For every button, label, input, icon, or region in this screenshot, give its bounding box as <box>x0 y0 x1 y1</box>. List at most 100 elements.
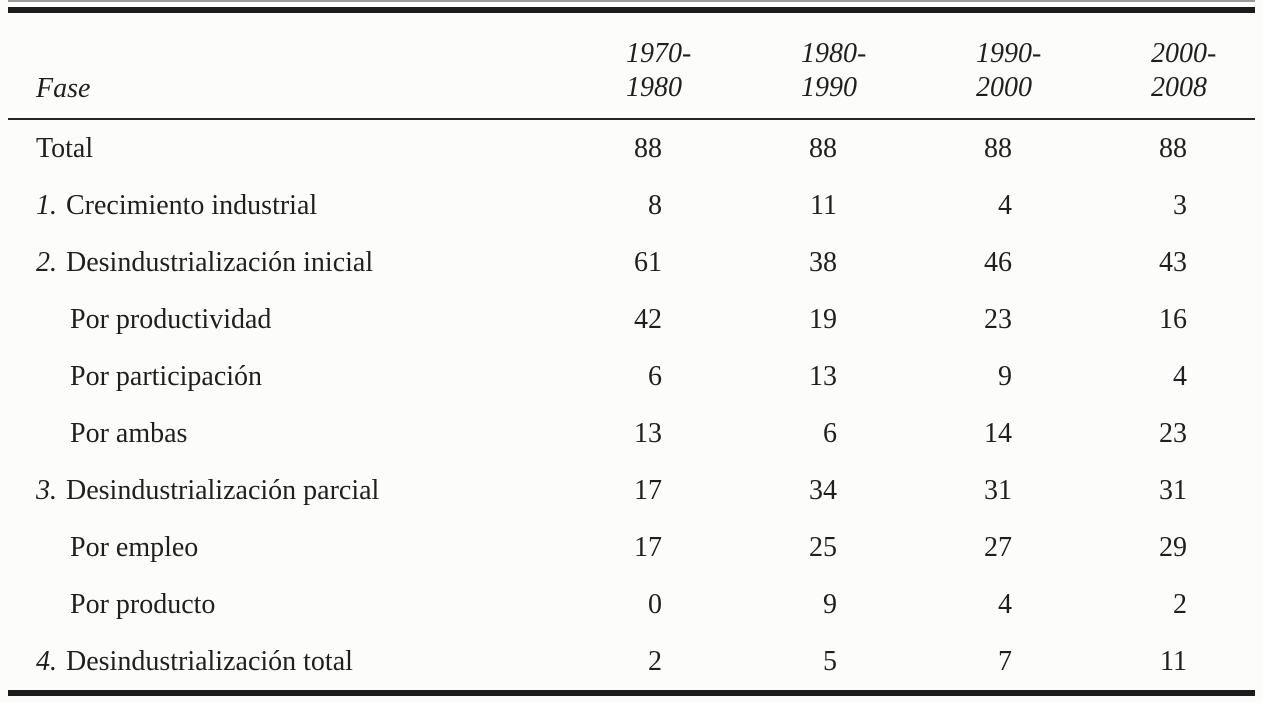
period-line2: 1990 <box>801 72 857 103</box>
value-cell: 23 <box>837 304 1012 336</box>
period-header-text: 1990- 2000 <box>976 37 1041 105</box>
cell-value: 5 <box>823 645 837 677</box>
cell-value: 23 <box>984 303 1012 335</box>
table-row: 4. Desindustrialización total 2 5 7 11 <box>8 633 1255 690</box>
row-label-cell: Total <box>8 133 487 165</box>
row-label-cell: Por empleo <box>8 532 487 564</box>
value-cell: 6 <box>487 361 662 393</box>
fase-column-header: Fase <box>36 73 91 104</box>
cell-value: 3 <box>1173 189 1187 221</box>
value-cell: 11 <box>662 190 837 222</box>
cell-value: 16 <box>1159 303 1187 335</box>
period-header-cell: 1980- 1990 <box>662 37 867 105</box>
table-row: Por productividad 42 19 23 16 <box>8 291 1255 348</box>
row-label: Por ambas <box>70 417 188 449</box>
row-label-cell: 2. Desindustrialización inicial <box>8 247 487 279</box>
cell-value: 88 <box>634 132 662 164</box>
period-line2: 2008 <box>1151 72 1207 103</box>
cell-value: 31 <box>1159 474 1187 506</box>
table-row: 2. Desindustrialización inicial 61 38 46 43 <box>8 234 1255 291</box>
value-cell: 31 <box>1012 475 1187 507</box>
cell-value: 88 <box>984 132 1012 164</box>
row-number: 4. <box>36 645 57 677</box>
period-header-cell: 1970- 1980 <box>487 37 691 105</box>
row-label-cell: 1. Crecimiento industrial <box>8 190 487 222</box>
cell-value: 88 <box>1159 132 1187 164</box>
cell-value: 11 <box>1160 645 1187 677</box>
cell-value: 61 <box>634 246 662 278</box>
table-row: Por participación 6 13 9 4 <box>8 348 1255 405</box>
cell-value: 13 <box>809 360 837 392</box>
row-label-cell: Por participación <box>8 361 487 393</box>
cell-value: 13 <box>634 417 662 449</box>
cell-value: 6 <box>648 360 662 392</box>
value-cell: 4 <box>1012 361 1187 393</box>
period-header-cell: 1990- 2000 <box>837 37 1041 105</box>
cell-value: 7 <box>998 645 1012 677</box>
period-line1: 2000- <box>1151 38 1217 69</box>
cell-value: 43 <box>1159 246 1187 278</box>
cell-value: 6 <box>823 417 837 449</box>
row-label: Por productividad <box>70 303 272 335</box>
row-number: 2. <box>36 246 57 278</box>
cell-value: 4 <box>998 189 1012 221</box>
cell-value: 8 <box>648 189 662 221</box>
value-cell: 0 <box>487 589 662 621</box>
row-label: Por empleo <box>70 531 199 563</box>
cell-value: 17 <box>634 474 662 506</box>
row-label: Desindustrialización inicial <box>66 246 374 278</box>
table-bottom-rule <box>8 690 1255 696</box>
value-cell: 42 <box>487 304 662 336</box>
value-cell: 27 <box>837 532 1012 564</box>
value-cell: 17 <box>487 532 662 564</box>
cell-value: 14 <box>984 417 1012 449</box>
page-top-edge-rule <box>8 0 1255 2</box>
value-cell: 7 <box>837 646 1012 678</box>
period-line2: 1980 <box>626 72 682 103</box>
value-cell: 38 <box>662 247 837 279</box>
value-cell: 88 <box>662 133 837 165</box>
table-body: Total 88 88 88 88 1. Crecimiento industrial … <box>8 120 1255 690</box>
cell-value: 4 <box>998 588 1012 620</box>
value-cell: 88 <box>487 133 662 165</box>
cell-value: 0 <box>648 588 662 620</box>
value-cell: 29 <box>1012 532 1187 564</box>
value-cell: 61 <box>487 247 662 279</box>
value-cell: 14 <box>837 418 1012 450</box>
period-header-text: 2000- 2008 <box>1151 37 1217 105</box>
row-number: 3. <box>36 474 57 506</box>
row-label-cell: 3. Desindustrialización parcial <box>8 475 487 507</box>
row-label: Crecimiento industrial <box>66 189 318 221</box>
value-cell: 43 <box>1012 247 1187 279</box>
value-cell: 23 <box>1012 418 1187 450</box>
table-top-rule <box>8 7 1255 13</box>
cell-value: 42 <box>634 303 662 335</box>
cell-value: 9 <box>823 588 837 620</box>
period-header-text: 1980- 1990 <box>801 37 867 105</box>
value-cell: 16 <box>1012 304 1187 336</box>
cell-value: 27 <box>984 531 1012 563</box>
value-cell: 3 <box>1012 190 1187 222</box>
value-cell: 11 <box>1012 646 1187 678</box>
cell-value: 88 <box>809 132 837 164</box>
cell-value: 2 <box>648 645 662 677</box>
period-header-text: 1970- 1980 <box>626 37 691 105</box>
period-line1: 1980- <box>801 38 867 69</box>
row-label-cell: Por productividad <box>8 304 487 336</box>
value-cell: 46 <box>837 247 1012 279</box>
value-cell: 5 <box>662 646 837 678</box>
row-label: Desindustrialización parcial <box>66 474 380 506</box>
value-cell: 9 <box>662 589 837 621</box>
row-label-cell: Por ambas <box>8 418 487 450</box>
row-number: 1. <box>36 189 57 221</box>
cell-value: 17 <box>634 531 662 563</box>
cell-value: 46 <box>984 246 1012 278</box>
value-cell: 88 <box>1012 133 1187 165</box>
value-cell: 17 <box>487 475 662 507</box>
value-cell: 88 <box>837 133 1012 165</box>
cell-value: 11 <box>810 189 837 221</box>
cell-value: 34 <box>809 474 837 506</box>
row-label-cell: 4. Desindustrialización total <box>8 646 487 678</box>
cell-value: 4 <box>1173 360 1187 392</box>
